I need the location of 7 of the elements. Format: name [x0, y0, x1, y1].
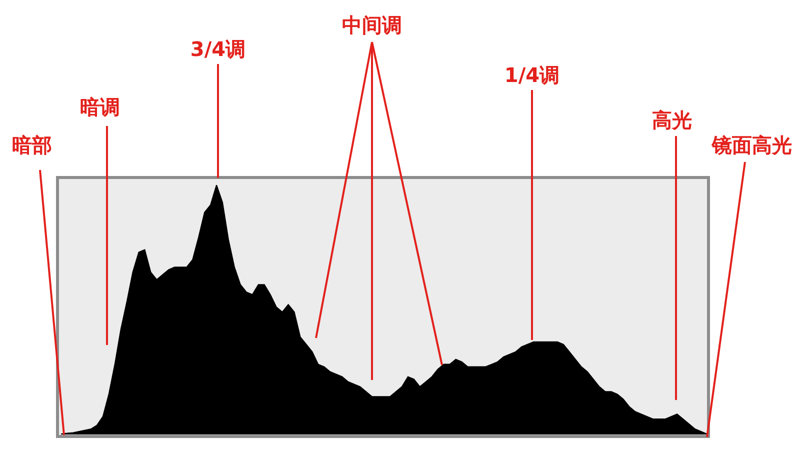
text: 暗部: [12, 133, 52, 157]
text: 高光: [652, 108, 692, 132]
text: 暗调: [80, 95, 120, 119]
text: 3/4调: [190, 37, 246, 61]
text: 镜面高光: [711, 133, 792, 157]
text: 中间调: [342, 13, 402, 37]
text: 1/4调: [504, 63, 560, 87]
